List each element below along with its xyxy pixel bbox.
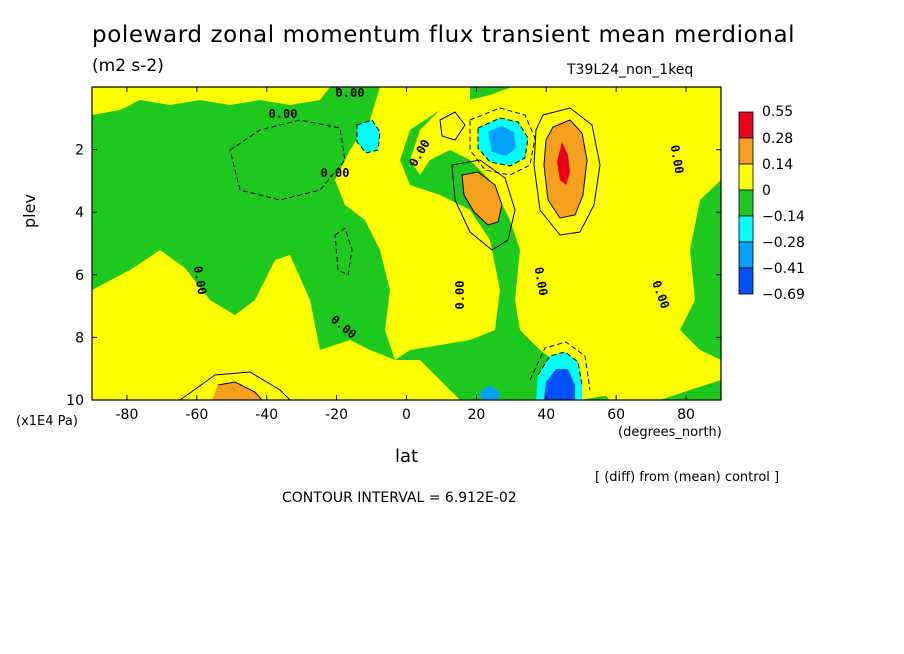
yellow-region-southeast — [590, 300, 721, 400]
blue-region-north — [488, 126, 516, 156]
contour-interval: CONTOUR INTERVAL = 6.912E-02 — [282, 490, 517, 506]
legend-swatch — [738, 163, 754, 191]
x-tick-label: 0 — [402, 407, 411, 423]
y-tick-label: 6 — [75, 268, 84, 284]
legend-swatch — [738, 137, 754, 165]
yellow-region-northwest — [92, 87, 330, 115]
cyan-region-small — [480, 385, 500, 400]
y-tick-label: 2 — [75, 143, 84, 159]
orange-region-southwest — [212, 382, 262, 400]
legend-level-label: 0.14 — [762, 157, 793, 173]
comparison-note: [ (diff) from (mean) control ] — [595, 470, 780, 485]
contour-lines — [179, 107, 601, 400]
legend-level-label: 0.55 — [762, 104, 793, 120]
contour-label: 0.00 — [668, 144, 687, 175]
x-tick-label: -80 — [116, 407, 139, 423]
x-tick-label: 80 — [677, 407, 695, 423]
x-tick-label: 20 — [467, 407, 485, 423]
x-axis-label: lat — [395, 446, 419, 467]
legend-swatch — [738, 241, 754, 269]
chart-title: poleward zonal momentum flux transient m… — [92, 22, 796, 48]
legend-level-label: 0 — [762, 183, 771, 199]
run-label: T39L24_non_1keq — [567, 62, 694, 78]
negative-contour-lines — [229, 107, 591, 391]
legend-level-label: −0.14 — [762, 209, 805, 225]
blue-region-south — [544, 369, 575, 400]
chart-units: (m2 s-2) — [92, 56, 164, 76]
y-tick-label: 8 — [75, 330, 84, 346]
yellow-region-southwest — [92, 250, 460, 400]
yellow-region-central — [335, 87, 500, 360]
contour-label: 0.00 — [269, 107, 298, 121]
legend-level-label: −0.69 — [762, 287, 805, 303]
x-tick-label: -20 — [325, 407, 348, 423]
legend-swatch — [738, 111, 754, 139]
contour-label: 0.00 — [191, 265, 210, 296]
x-tick-label: 40 — [537, 407, 555, 423]
red-core — [557, 142, 570, 185]
contour-field — [92, 87, 721, 400]
y-axis-multiplier: (x1E4 Pa) — [16, 414, 78, 429]
y-tick-label: 10 — [66, 393, 84, 409]
color-legend: 0.55 0.28 0.14 0 −0.14 −0.28 −0.41 −0.69 — [738, 104, 805, 303]
x-axis-unit: (degrees_north) — [618, 425, 722, 440]
contour-label: 0.00 — [336, 86, 365, 100]
orange-region-central — [462, 172, 502, 225]
legend-swatch — [738, 215, 754, 243]
legend-swatch — [738, 267, 754, 295]
contour-label: 0.00 — [532, 266, 551, 297]
x-tick-label: -60 — [185, 407, 208, 423]
legend-level-label: 0.28 — [762, 131, 793, 147]
y-axis-label: plev — [20, 194, 39, 228]
legend-level-label: −0.41 — [762, 261, 805, 277]
legend-swatch — [738, 189, 754, 217]
cyan-region-west — [357, 120, 380, 153]
contour-label: 0.00 — [321, 166, 350, 180]
x-tick-label: -40 — [255, 407, 278, 423]
x-tick-label: 60 — [607, 407, 625, 423]
legend-level-label: −0.28 — [762, 235, 805, 251]
y-tick-label: 4 — [75, 205, 84, 221]
contour-label: 0.00 — [453, 281, 467, 310]
y-axis: 2 4 6 8 10 — [66, 143, 721, 409]
x-axis: -80 -60 -40 -20 0 20 40 60 80 — [116, 87, 695, 423]
